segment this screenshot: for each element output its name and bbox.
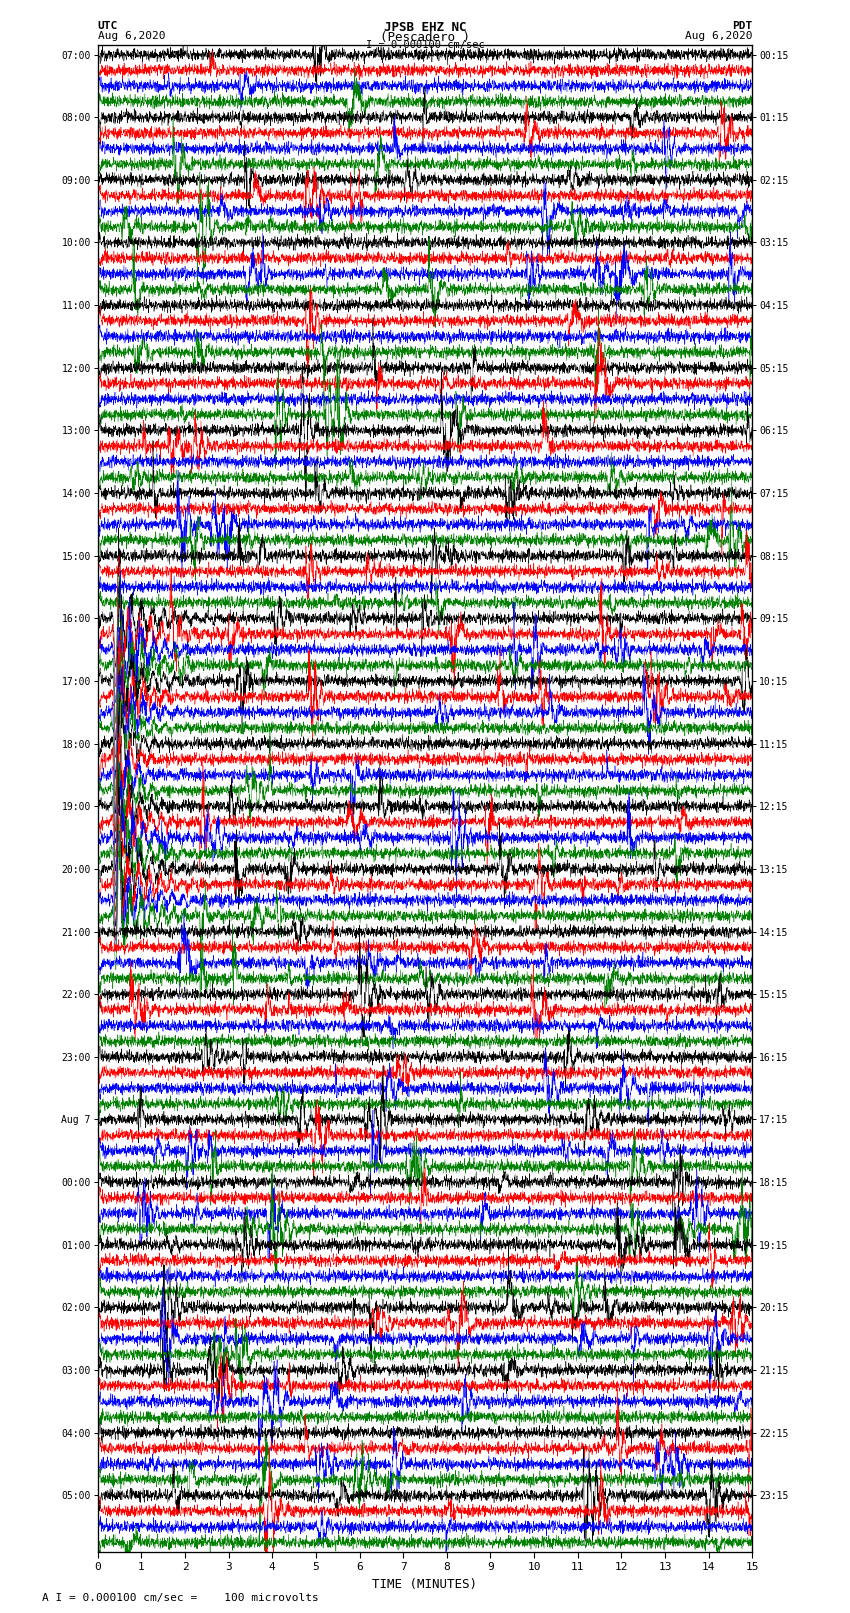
Text: A I = 0.000100 cm/sec =    100 microvolts: A I = 0.000100 cm/sec = 100 microvolts — [42, 1594, 320, 1603]
Text: (Pescadero ): (Pescadero ) — [380, 31, 470, 44]
Text: JPSB EHZ NC: JPSB EHZ NC — [383, 21, 467, 34]
X-axis label: TIME (MINUTES): TIME (MINUTES) — [372, 1578, 478, 1590]
Text: Aug 6,2020: Aug 6,2020 — [685, 31, 752, 40]
Text: Aug 6,2020: Aug 6,2020 — [98, 31, 165, 40]
Text: PDT: PDT — [732, 21, 752, 31]
Text: UTC: UTC — [98, 21, 118, 31]
Text: I = 0.000100 cm/sec: I = 0.000100 cm/sec — [366, 40, 484, 50]
